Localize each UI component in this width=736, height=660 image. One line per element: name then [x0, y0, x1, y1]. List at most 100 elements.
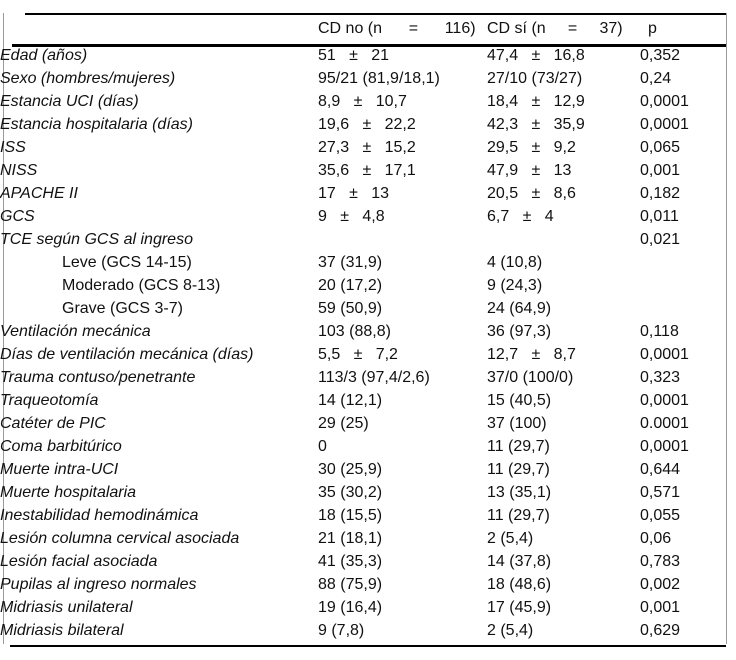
- p-value-cell: 0,065: [640, 139, 681, 156]
- row-label-cell: Estancia hospitalaria (días): [0, 116, 193, 133]
- row-label-cell: ISS: [0, 139, 26, 156]
- table-row: ISS 27,3 ± 15,2 29,5 ± 9,2 0,065: [0, 136, 726, 159]
- row-label-cell: Lesión columna cervical asociada: [0, 530, 240, 547]
- p-value-cell: 0,571: [640, 484, 681, 501]
- cd-no-value-cell: 8,9 ± 10,7: [318, 93, 407, 110]
- cd-si-value-cell: 47,9 ± 13: [487, 162, 572, 179]
- p-value-cell: [640, 274, 726, 297]
- header-separator-rule: [12, 44, 726, 47]
- cd-no-value-cell: 27,3 ± 15,2: [318, 139, 416, 156]
- cd-si-value-cell: 15 (40,5): [487, 392, 552, 409]
- row-label-cell: Edad (años): [0, 47, 88, 64]
- table-body: Edad (años) 51 ± 21 47,4 ± 16,8 0,352 Se…: [0, 44, 726, 642]
- cd-no-value-cell: 51 ± 21: [318, 47, 390, 64]
- p-value-cell: 0,24: [640, 70, 672, 87]
- cd-no-value-cell: 29 (25): [318, 415, 369, 432]
- cd-no-value-cell: 37 (31,9): [318, 254, 383, 271]
- cd-si-value-cell: 24 (64,9): [487, 300, 552, 317]
- table-left-border: [3, 13, 4, 644]
- cd-no-value-cell: 17 ± 13: [318, 185, 390, 202]
- row-label-cell: Catéter de PIC: [0, 415, 106, 432]
- table-row: Estancia hospitalaria (días) 19,6 ± 22,2…: [0, 113, 726, 136]
- p-value-cell: 0.0001: [640, 415, 689, 432]
- row-label-cell: Muerte hospitalaria: [0, 484, 137, 501]
- cd-si-value-cell: 36 (97,3): [487, 323, 552, 340]
- cd-si-value-cell: 12,7 ± 8,7: [487, 346, 576, 363]
- cd-no-value-cell: 88 (75,9): [318, 576, 383, 593]
- cd-si-value-cell: 11 (29,7): [487, 438, 550, 455]
- row-label-cell: Leve (GCS 14-15): [62, 254, 192, 271]
- header-empty-cell: [0, 13, 318, 44]
- row-label-cell: Lesión facial asociada: [0, 553, 158, 570]
- p-value-cell: 0,055: [640, 507, 681, 524]
- cd-si-value-cell: 42,3 ± 35,9: [487, 116, 585, 133]
- p-value-cell: 0,0001: [640, 346, 689, 363]
- cd-no-value-cell: 19 (16,4): [318, 599, 383, 616]
- cd-no-value-cell: 95/21 (81,9/18,1): [318, 70, 440, 87]
- row-label-cell: Trauma contuso/penetrante: [0, 369, 196, 386]
- cd-si-value-cell: 2 (5,4): [487, 530, 534, 547]
- cd-no-value-cell: 35,6 ± 17,1: [318, 162, 416, 179]
- row-label-cell: Muerte intra-UCI: [0, 461, 119, 478]
- table-row: Lesión facial asociada 41 (35,3) 14 (37,…: [0, 550, 726, 573]
- p-value-cell: 0,0001: [640, 116, 689, 133]
- cd-si-value-cell: [487, 228, 640, 251]
- header-cd-si-cell: CD sí (n = 37): [487, 19, 623, 37]
- cd-si-value-cell: 11 (29,7): [487, 461, 550, 478]
- p-value-cell: 0,352: [640, 47, 681, 64]
- p-value-cell: [640, 251, 726, 274]
- cd-si-value-cell: 18,4 ± 12,9: [487, 93, 585, 110]
- row-label-cell: Días de ventilación mecánica (días): [0, 346, 254, 363]
- cd-si-value-cell: 13 (35,1): [487, 484, 552, 501]
- table-row: Traqueotomía 14 (12,1) 15 (40,5) 0,0001: [0, 389, 726, 412]
- row-label-cell: Moderado (GCS 8-13): [62, 277, 221, 294]
- header-row: CD no (n = 116) CD sí (n = 37) p: [0, 13, 726, 44]
- table-right-border: [726, 13, 727, 644]
- cd-si-value-cell: 14 (37,8): [487, 553, 552, 570]
- table-row: Leve (GCS 14-15) 37 (31,9) 4 (10,8): [0, 251, 726, 274]
- row-label-cell: Midriasis unilateral: [0, 599, 133, 616]
- cd-si-value-cell: 27/10 (73/27): [487, 70, 583, 87]
- cd-no-value-cell: 59 (50,9): [318, 300, 383, 317]
- row-label-cell: GCS: [0, 208, 35, 225]
- table-row: TCE según GCS al ingreso 0,021: [0, 228, 726, 251]
- header-p-cell: p: [648, 19, 657, 37]
- table-row: Muerte hospitalaria 35 (30,2) 13 (35,1) …: [0, 481, 726, 504]
- p-value-cell: 0,182: [640, 185, 681, 202]
- table-row: Edad (años) 51 ± 21 47,4 ± 16,8 0,352: [0, 44, 726, 67]
- row-label-cell: Estancia UCI (días): [0, 93, 139, 110]
- cd-si-value-cell: 29,5 ± 9,2: [487, 139, 576, 156]
- table-row: Midriasis bilateral 9 (7,8) 2 (5,4) 0,62…: [0, 619, 726, 642]
- table-row: Moderado (GCS 8-13) 20 (17,2) 9 (24,3): [0, 274, 726, 297]
- cd-si-value-cell: 2 (5,4): [487, 622, 534, 639]
- table-row: Muerte intra-UCI 30 (25,9) 11 (29,7) 0,6…: [0, 458, 726, 481]
- cd-no-value-cell: 21 (18,1): [318, 530, 383, 547]
- row-label-cell: Grave (GCS 3-7): [62, 300, 183, 317]
- header-cd-no-cell: CD no (n = 116): [318, 19, 476, 37]
- table-row: APACHE II 17 ± 13 20,5 ± 8,6 0,182: [0, 182, 726, 205]
- cd-si-value-cell: 37 (100): [487, 415, 547, 432]
- p-value-cell: 0,644: [640, 461, 681, 478]
- p-value-cell: 0,118: [640, 323, 679, 340]
- table-bottom-rule: [10, 645, 726, 647]
- table-row: Catéter de PIC 29 (25) 37 (100) 0.0001: [0, 412, 726, 435]
- p-value-cell: 0,002: [640, 576, 681, 593]
- cd-no-value-cell: 19,6 ± 22,2: [318, 116, 416, 133]
- row-label-cell: Inestabilidad hemodinámica: [0, 507, 199, 524]
- p-value-cell: 0,0001: [640, 438, 689, 455]
- p-value-cell: 0,783: [640, 553, 681, 570]
- p-value-cell: 0,011: [640, 208, 679, 225]
- table-row: GCS 9 ± 4,8 6,7 ± 4 0,011: [0, 205, 726, 228]
- cd-no-value-cell: 5,5 ± 7,2: [318, 346, 398, 363]
- p-value-cell: 0,06: [640, 530, 672, 547]
- row-label-cell: Pupilas al ingreso normales: [0, 576, 197, 593]
- table-row: Pupilas al ingreso normales 88 (75,9) 18…: [0, 573, 726, 596]
- cd-si-value-cell: 20,5 ± 8,6: [487, 185, 576, 202]
- cd-no-value-cell: 18 (15,5): [318, 507, 383, 524]
- row-label-cell: APACHE II: [0, 185, 78, 202]
- p-value-cell: 0,0001: [640, 93, 689, 110]
- table-row: Días de ventilación mecánica (días) 5,5 …: [0, 343, 726, 366]
- cd-si-value-cell: 11 (29,7): [487, 507, 550, 524]
- cd-si-value-cell: 6,7 ± 4: [487, 208, 554, 225]
- table-row: Trauma contuso/penetrante 113/3 (97,4/2,…: [0, 366, 726, 389]
